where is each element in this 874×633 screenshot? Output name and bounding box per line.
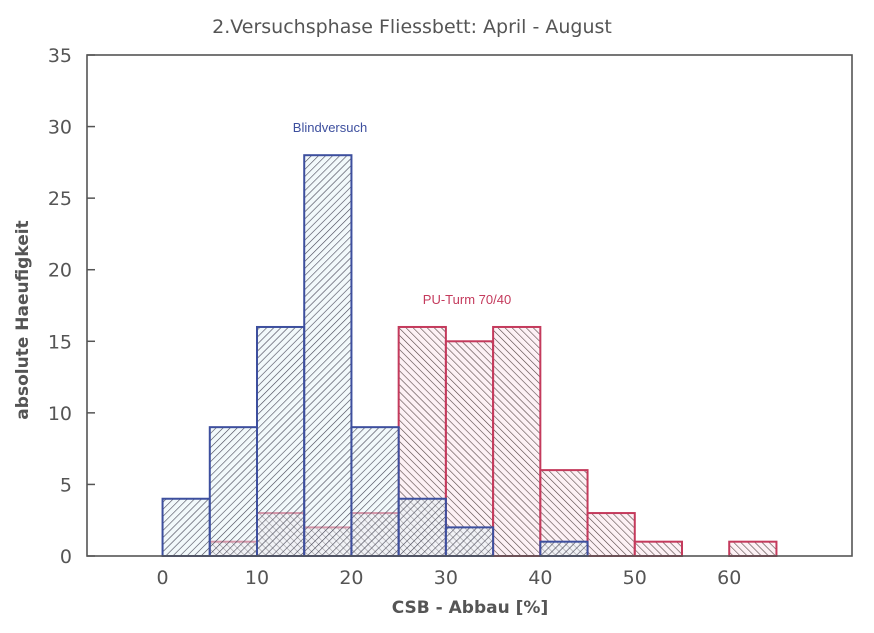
y-tick-label: 5 — [60, 474, 72, 496]
chart-title: 2.Versuchsphase Fliessbett: April - Augu… — [212, 16, 612, 38]
bar-pu-turm — [728, 540, 778, 558]
y-tick-label: 15 — [48, 331, 72, 353]
x-tick-label: 40 — [528, 567, 552, 589]
y-tick-label: 10 — [48, 403, 72, 425]
x-tick-label: 10 — [245, 567, 269, 589]
bar-blindversuch — [303, 154, 353, 557]
y-tick-label: 30 — [48, 117, 72, 139]
y-tick-label: 20 — [48, 260, 72, 282]
bar-blindversuch — [208, 426, 258, 557]
series-label-blindversuch: Blindversuch — [293, 120, 367, 135]
y-axis-label: absolute Haeufigkeit — [13, 220, 33, 419]
bar-blindversuch — [539, 540, 589, 558]
bar-blindversuch — [161, 497, 211, 557]
bar-blindversuch — [444, 526, 495, 557]
plot-frame — [86, 54, 853, 557]
x-tick-label: 30 — [434, 567, 458, 589]
bar-blindversuch — [256, 325, 306, 557]
bar-pu-turm — [633, 540, 683, 558]
bar-pu-turm — [586, 512, 636, 557]
x-tick-label: 20 — [339, 567, 363, 589]
bar-blindversuch — [397, 497, 447, 557]
x-tick-label: 0 — [157, 567, 169, 589]
bar-pu-turm — [444, 340, 495, 557]
x-axis-label: CSB - Abbau [%] — [392, 598, 548, 618]
x-tick-label: 50 — [623, 567, 647, 589]
bar-blindversuch — [350, 426, 400, 557]
y-tick-label: 0 — [60, 546, 72, 568]
y-tick-label: 25 — [48, 188, 72, 210]
y-tick-label: 35 — [48, 45, 72, 67]
bar-pu-turm — [492, 325, 542, 557]
x-tick-label: 60 — [717, 567, 741, 589]
series-label-pu-turm: PU-Turm 70/40 — [423, 292, 511, 307]
